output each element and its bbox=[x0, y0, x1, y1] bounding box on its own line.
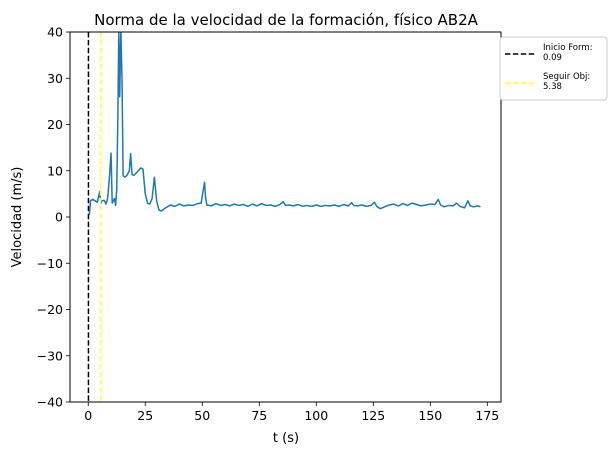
y-tick-label: 10 bbox=[47, 163, 63, 178]
x-tick-label: 0 bbox=[84, 408, 92, 423]
y-tick-label: −30 bbox=[37, 348, 63, 363]
x-tick-label: 50 bbox=[194, 408, 210, 423]
legend-entry: Inicio Form: 0.09 bbox=[543, 43, 592, 63]
x-tick-label: 25 bbox=[137, 408, 153, 423]
y-tick-label: 20 bbox=[47, 117, 63, 132]
x-tick-label: 100 bbox=[304, 408, 328, 423]
y-tick-label: 0 bbox=[55, 210, 63, 225]
legend-box bbox=[499, 36, 608, 101]
y-tick-label: −20 bbox=[37, 302, 63, 317]
plot-area bbox=[87, 32, 481, 402]
x-tick-label: 175 bbox=[475, 408, 499, 423]
x-tick-label: 150 bbox=[418, 408, 442, 423]
y-axis-label: Velocidad (m/s) bbox=[10, 167, 25, 268]
y-tick-label: 40 bbox=[47, 25, 63, 40]
x-tick-label: 125 bbox=[361, 408, 385, 423]
y-tick-label: 30 bbox=[47, 71, 63, 86]
y-tick-label: −10 bbox=[37, 256, 63, 271]
legend-entry: Seguir Obj: 5.38 bbox=[543, 72, 590, 92]
y-axis: −40 −30 −20 −10 0 10 20 30 40 bbox=[37, 25, 70, 410]
series-line-0 bbox=[88, 32, 481, 215]
chart-title: Norma de la velocidad de la formación, f… bbox=[94, 11, 479, 29]
x-tick-label: 75 bbox=[251, 408, 267, 423]
axes-frame bbox=[69, 31, 502, 403]
legend: Inicio Form: 0.09 Seguir Obj: 5.38 bbox=[499, 36, 608, 101]
x-axis-label: t (s) bbox=[273, 431, 299, 446]
x-axis: 0 25 50 75 100 125 150 175 bbox=[84, 402, 499, 423]
y-tick-label: −40 bbox=[37, 395, 63, 410]
